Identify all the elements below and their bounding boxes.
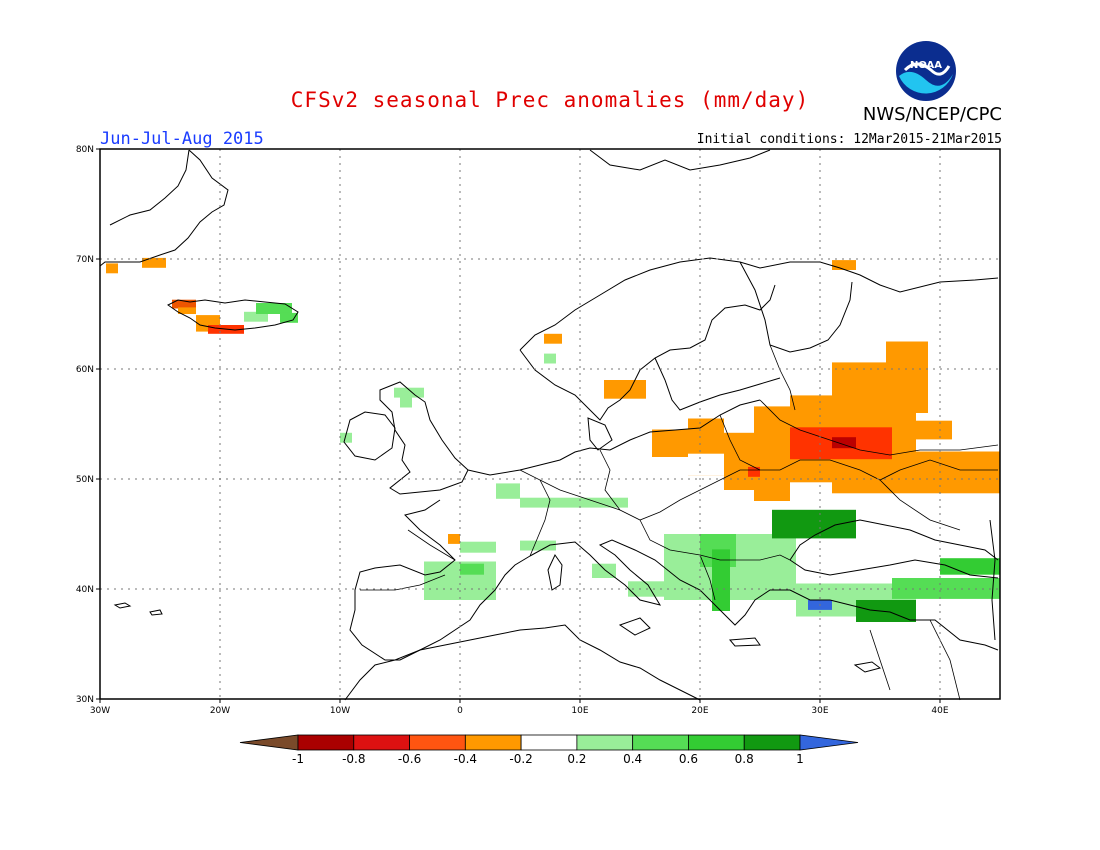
colorbar-label: 1 [796,752,804,766]
colorbar-box [743,734,801,751]
coastlines [99,149,999,701]
anomaly-cell-iceland [256,303,292,314]
anomaly-cell-scotland [400,396,412,408]
lon-tick-label: 40E [931,706,948,716]
anomaly-cell-balkans-greece-turkey [892,578,1000,599]
lat-tick-label: 40N [76,585,94,595]
colorbar-arrow-high [799,734,859,751]
anomaly-cell-norway [544,333,562,344]
colorbar-box [464,734,522,751]
anomaly-cell-balkans-greece-turkey [772,509,856,539]
colorbar-label: 0.2 [567,752,586,766]
forecast-period: Jun-Jul-Aug 2015 [100,129,264,149]
lat-tick-label: 60N [76,365,94,375]
lon-tick-label: 10E [571,706,588,716]
anomaly-cell-france-central-europe [520,540,556,551]
anomaly-cell-greenland-se-coast [142,257,166,268]
lon-tick-label: 20W [210,706,230,716]
lon-tick-label: 20E [691,706,708,716]
anomaly-cell-france-central-europe [496,483,520,499]
graticule [100,149,1000,699]
colorbar-box [688,734,745,751]
colorbar-label: 0.8 [735,752,754,766]
anomaly-cell-france-central-europe [520,497,628,508]
lat-tick-label: 70N [76,255,94,265]
colorbar-label: -0.8 [342,752,365,766]
anomaly-cell-scotland [394,387,424,398]
org-label: NWS/NCEP/CPC [862,104,1002,125]
colorbar-box [297,734,355,751]
anomaly-cell-baltic-poland-ukraine-russia [754,406,790,501]
anomaly-cell-norway [544,353,556,364]
anomaly-cell-baltic-poland-ukraine-russia [724,432,754,490]
colorbar-label: 0.6 [679,752,698,766]
anomaly-cell-kola [832,260,856,270]
colorbar-arrow-low [239,734,299,751]
lat-tick-label: 30N [76,695,94,705]
colorbar-label: -1 [292,752,304,766]
colorbar-label: -0.6 [398,752,421,766]
lon-tick-label: 30W [90,706,110,716]
anomaly-cell-france-central-europe [448,534,460,544]
anomaly-cell-baltic-poland-ukraine-russia [832,437,856,449]
colorbar-label: -0.2 [509,752,532,766]
lat-tick-label: 50N [76,475,94,485]
colorbar-box [632,734,689,751]
anomaly-cell-baltic-poland-ukraine-russia [652,429,688,457]
colorbar-box [409,734,466,751]
axis-ticks: 30N 40N 50N 60N 70N 80N 30W 20W 10W 0 10E 20E 30E 40E [76,145,949,716]
anomaly-cell-baltic-poland-ukraine-russia [688,453,724,476]
lon-tick-label: 0 [457,706,463,716]
lat-tick-label: 80N [76,145,94,155]
anomaly-cell-baltic-poland-ukraine-russia [886,341,928,413]
anomaly-cell-italy [592,563,616,578]
anomaly-cell-iceland [178,307,196,314]
noaa-logo: NOAA [896,41,956,101]
anomaly-cell-baltic-poland-ukraine-russia [904,451,952,463]
lon-tick-label: 30E [811,706,828,716]
anomaly-cell-scotland [340,432,352,443]
map-title: CFSv2 seasonal Prec anomalies (mm/day) [290,88,810,112]
colorbar-label: -0.4 [454,752,477,766]
anomaly-cells [106,257,1000,622]
anomaly-cell-baltic-poland-ukraine-russia [748,466,760,477]
initial-conditions: Initial conditions: 12Mar2015-21Mar2015 [696,132,1002,147]
colorbar-box [353,734,410,751]
logo-text: NOAA [910,60,942,71]
anomaly-cell-iceland [172,299,196,309]
anomaly-cell-france-central-europe [460,541,496,553]
anomaly-cell-balkans-greece-turkey [940,558,1000,575]
lon-tick-label: 10W [330,706,350,716]
anomaly-cell-sweden-south [604,380,646,399]
colorbar-box [576,734,634,751]
colorbar: -1 -0.8 -0.6 -0.4 -0.2 0.2 0.4 0.6 0.8 1 [239,734,859,766]
anomaly-cell-iceland [280,312,298,323]
map-frame [99,148,1001,700]
colorbar-label: 0.4 [623,752,642,766]
anomaly-cell-baltic-poland-ukraine-russia [916,420,952,440]
anomaly-cell-baltic-poland-ukraine-russia [844,465,892,485]
anomaly-cell-iberia [460,563,484,575]
anomaly-cell-iceland [244,311,268,322]
anomaly-cell-greenland-se-coast [106,263,118,274]
anomaly-cell-balkans-greece-turkey [712,549,730,611]
colorbar-box [520,734,578,751]
